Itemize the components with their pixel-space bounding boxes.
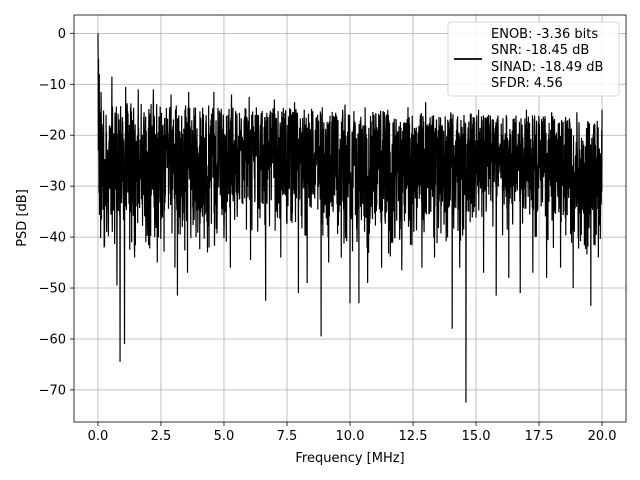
y-tick-label: −10 [39,78,66,93]
y-tick-label: −30 [39,180,66,195]
legend-sinad: SINAD: -18.49 dB [491,60,603,75]
legend-sfdr: SFDR: 4.56 [491,76,563,91]
y-tick-label: −50 [39,282,66,297]
legend-enob: ENOB: -3.36 bits [491,27,598,42]
x-tick-label: 0.0 [88,429,109,444]
psd-series-line [97,33,603,403]
x-tick-label: 12.5 [399,429,428,444]
x-tick-label: 17.5 [525,429,554,444]
y-axis-label: PSD [dB] [15,189,30,247]
y-tick-label: −60 [39,332,66,347]
y-tick-label: −40 [39,231,66,246]
x-axis-label: Frequency [MHz] [295,451,404,466]
x-tick-label: 5.0 [214,429,235,444]
x-tick-label: 7.5 [277,429,298,444]
x-axis-ticks: 0.0 2.5 5.0 7.5 10.0 12.5 15.0 17.5 20.0 [88,422,617,444]
y-tick-label: −20 [39,129,66,144]
y-axis-ticks: 0 −10 −20 −30 −40 −50 −60 −70 [39,27,74,398]
x-tick-label: 10.0 [336,429,365,444]
legend-snr: SNR: -18.45 dB [491,43,589,58]
x-tick-label: 2.5 [151,429,172,444]
legend-box [447,21,620,97]
y-tick-label: −70 [39,383,66,398]
x-tick-label: 15.0 [462,429,491,444]
plot-area [97,33,603,403]
legend: ENOB: -3.36 bits SNR: -18.45 dB SINAD: -… [447,21,620,97]
x-tick-label: 20.0 [588,429,617,444]
y-tick-label: 0 [58,27,66,42]
